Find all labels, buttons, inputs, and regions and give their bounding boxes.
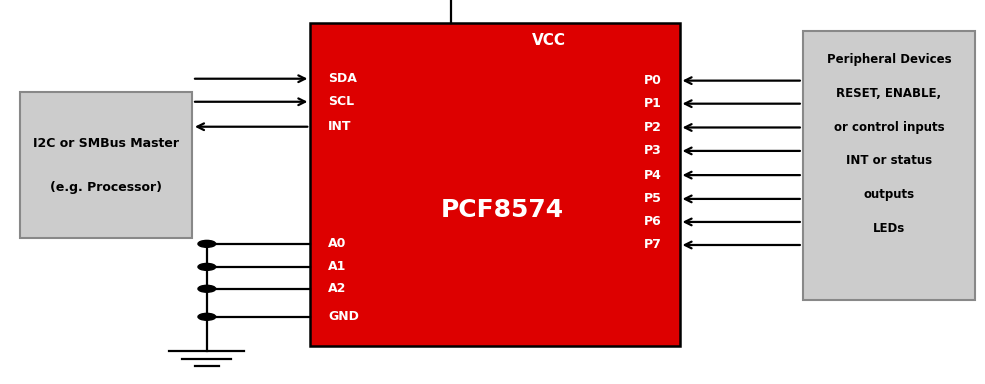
Text: P2: P2 (644, 121, 662, 134)
Bar (803, 31, 975, 300)
Circle shape (198, 285, 216, 292)
Circle shape (198, 263, 216, 270)
Text: P6: P6 (644, 215, 662, 228)
Text: outputs: outputs (864, 188, 914, 201)
Text: P5: P5 (644, 192, 662, 205)
Text: LEDs: LEDs (873, 222, 905, 235)
Bar (310, 23, 680, 346)
Text: P1: P1 (644, 97, 662, 110)
Text: INT or status: INT or status (846, 154, 932, 167)
Text: A2: A2 (328, 282, 347, 295)
Text: RESET, ENABLE,: RESET, ENABLE, (836, 87, 942, 100)
Text: PCF8574: PCF8574 (441, 198, 563, 222)
Text: SCL: SCL (328, 95, 355, 108)
Text: I2C or SMBus Master: I2C or SMBus Master (33, 137, 179, 150)
Text: VCC: VCC (532, 33, 566, 48)
Text: SDA: SDA (328, 72, 357, 85)
Bar (20, 92, 192, 238)
Circle shape (198, 313, 216, 320)
Text: P7: P7 (644, 238, 662, 252)
Text: P3: P3 (644, 144, 662, 157)
Text: P0: P0 (644, 74, 662, 87)
Circle shape (198, 240, 216, 247)
Text: A0: A0 (328, 237, 347, 250)
Text: Peripheral Devices: Peripheral Devices (826, 53, 952, 66)
Text: A1: A1 (328, 260, 347, 273)
Text: GND: GND (328, 310, 359, 323)
Text: INT: INT (328, 120, 352, 133)
Text: or control inputs: or control inputs (833, 121, 945, 134)
Text: P4: P4 (644, 169, 662, 182)
Text: (e.g. Processor): (e.g. Processor) (50, 181, 162, 194)
